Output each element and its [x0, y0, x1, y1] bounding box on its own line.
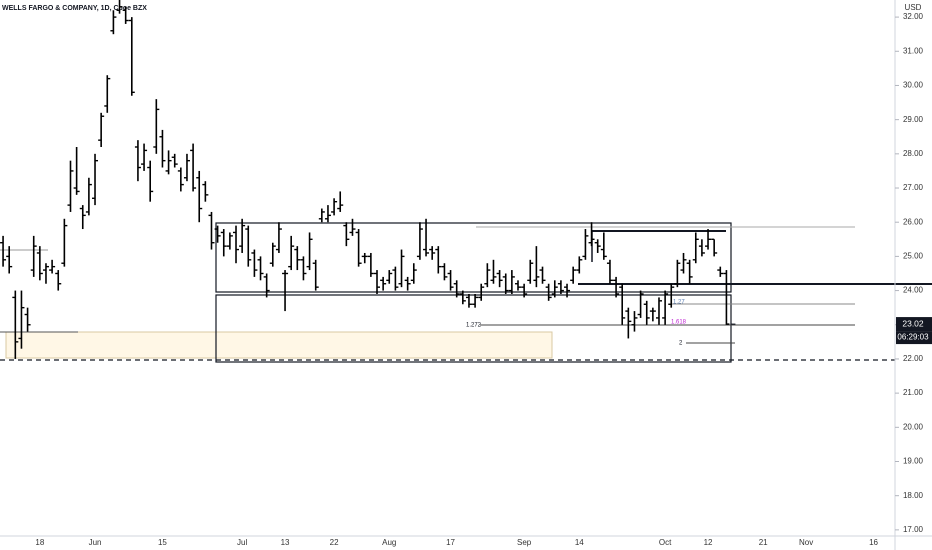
- y-tick-label: 30.00: [903, 81, 924, 90]
- last-price-box: [896, 317, 932, 332]
- x-tick-label: Jul: [237, 538, 247, 547]
- x-tick-label: 17: [446, 538, 455, 547]
- x-tick-label: 12: [704, 538, 713, 547]
- y-tick-label: 21.00: [903, 388, 924, 397]
- chart-title: WELLS FARGO & COMPANY, 1D, Cboe BZX: [2, 5, 147, 12]
- fib-label: 1.618: [671, 320, 687, 326]
- x-tick-label: 22: [330, 538, 339, 547]
- y-tick-label: 18.00: [903, 491, 924, 500]
- y-tick-label: 29.00: [903, 115, 924, 124]
- x-tick-label: Nov: [799, 538, 813, 547]
- y-tick-label: 17.00: [903, 525, 924, 534]
- y-tick-label: 20.00: [903, 422, 924, 431]
- x-tick-label: 15: [158, 538, 167, 547]
- y-tick-label: 19.00: [903, 457, 924, 466]
- y-tick-label: 22.00: [903, 354, 924, 363]
- last-price-label: 23.02: [902, 318, 924, 328]
- x-tick-label: 18: [35, 538, 44, 547]
- y-tick-label: 27.00: [903, 183, 924, 192]
- y-tick-label: 26.00: [903, 217, 924, 226]
- currency-label: USD: [905, 3, 922, 12]
- x-tick-label: Aug: [382, 538, 396, 547]
- countdown-box: [896, 331, 932, 345]
- countdown-label: 06:29:03: [897, 333, 929, 342]
- x-tick-label: Jun: [89, 538, 102, 547]
- fib-label: 1.27: [673, 300, 685, 306]
- range-box: [215, 222, 732, 293]
- bars: [0, 0, 730, 359]
- y-tick-label: 25.00: [903, 251, 924, 260]
- x-tick-label: 21: [759, 538, 768, 547]
- range-box: [215, 294, 732, 363]
- y-tick-label: 28.00: [903, 149, 924, 158]
- x-tick-label: Sep: [517, 538, 532, 547]
- zone-box: [5, 331, 553, 359]
- x-tick-label: 13: [281, 538, 290, 547]
- fib-label: 1.272: [466, 323, 482, 329]
- x-tick-label: Oct: [659, 538, 672, 547]
- x-tick-label: 14: [575, 538, 584, 547]
- y-tick-label: 32.00: [903, 12, 924, 21]
- y-tick-label: 31.00: [903, 46, 924, 55]
- x-tick-label: 16: [869, 538, 878, 547]
- y-tick-label: 24.00: [903, 286, 924, 295]
- fib-label: 2: [679, 341, 683, 347]
